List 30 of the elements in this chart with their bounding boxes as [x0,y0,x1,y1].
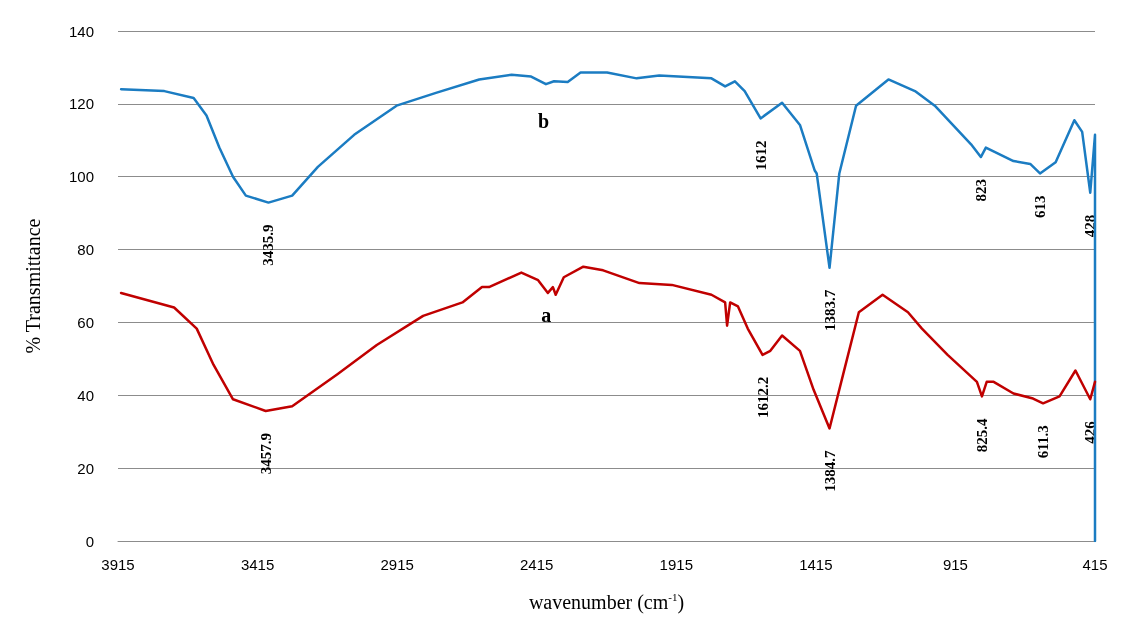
x-tick-label: 415 [1082,556,1108,573]
x-tick-label: 3415 [240,556,275,573]
y-tick-label: 0 [85,532,94,550]
series-label: a [541,303,552,326]
x-tick-label: 3915 [101,556,135,573]
y-tick-label: 100 [68,168,94,186]
annotation: 1612 [752,140,769,171]
x-tick-label: 2915 [380,556,414,573]
y-tick-label: 140 [68,22,94,40]
annotation: 3457.9 [257,432,274,475]
annotation: 611.3 [1035,425,1052,459]
y-tick-label: 80 [77,241,94,259]
x-tick-label: 915 [942,556,968,573]
y-tick-label: 60 [77,313,94,331]
annotation: 1384.7 [821,449,838,492]
y-tick-label: 20 [77,459,94,477]
annotation: 613 [1032,195,1049,218]
annotation: 1383.7 [821,289,838,332]
line-series [119,71,1097,543]
series-label: b [537,109,550,132]
annotation: 823 [972,179,989,202]
annotation: 3435.9 [260,224,277,266]
x-tick-label: 1915 [659,556,693,573]
annotation: 825.4 [973,417,990,453]
x-tick-label: 2415 [520,556,554,573]
annotation: 1612.2 [754,376,771,419]
x-tick-label: 1415 [799,556,833,573]
y-axis-title: % Transmittance [22,218,44,354]
y-tick-label: 120 [68,95,94,113]
y-tick-label: 40 [77,386,94,404]
